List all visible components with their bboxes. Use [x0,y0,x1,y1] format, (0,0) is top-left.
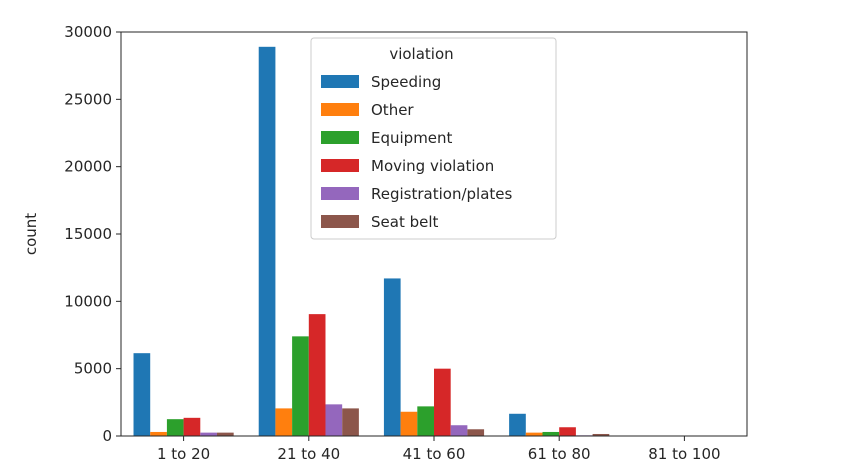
bar-seat-belt-2 [342,408,359,436]
x-tick-label: 81 to 100 [648,445,720,463]
bar-speeding-3 [383,278,401,436]
y-tick-label: 10000 [64,292,112,310]
x-tick-label: 41 to 60 [403,445,466,463]
legend-swatch [321,187,359,200]
legend-label: Other [371,101,414,119]
x-axis: 1 to 20 21 to 40 41 to 60 61 to 80 81 to 100 [157,436,721,463]
y-tick-label: 5000 [74,360,112,378]
legend-label: Registration/plates [371,185,512,203]
bar-registration-plates-2 [325,404,343,436]
legend-swatch [321,215,359,228]
bar-other-3 [400,411,418,436]
legend-title: violation [389,45,453,63]
y-tick-label: 30000 [64,23,112,41]
bar-moving-violation-2 [308,314,326,436]
bar-other-1 [150,431,167,436]
bar-speeding-4 [509,413,526,436]
bar-speeding-1 [133,353,151,436]
bar-registration-plates-3 [450,425,468,436]
bar-moving-violation-1 [183,417,201,436]
bar-equipment-2 [292,336,309,436]
bar-moving-violation-4 [559,427,576,436]
y-tick-label: 0 [102,427,112,445]
bars-layer [133,46,610,437]
y-tick-label: 20000 [64,158,112,176]
y-axis-label: count [22,213,40,255]
y-tick-label: 25000 [64,90,112,108]
x-tick-label: 61 to 80 [528,445,591,463]
legend-label: Equipment [371,129,453,147]
legend-label: Speeding [371,73,441,91]
bar-equipment-3 [417,406,434,436]
legend-swatch [321,159,359,172]
y-tick-label: 15000 [64,225,112,243]
legend: violation Speeding Other Equipment Moving vi… [310,37,557,240]
legend-box [310,37,557,240]
bar-moving-violation-3 [434,368,451,436]
bar-registration-plates-1 [200,432,217,436]
y-axis: 0 5000 10000 15000 20000 25000 30000 [64,23,121,445]
bar-speeding-2 [258,46,276,437]
bar-equipment-4 [542,431,560,436]
legend-label: Seat belt [371,213,439,231]
bar-equipment-1 [166,419,184,436]
bar-seat-belt-1 [216,432,234,436]
x-tick-label: 21 to 40 [277,445,340,463]
bar-other-2 [275,408,293,436]
legend-swatch [321,103,359,116]
x-tick-label: 1 to 20 [157,445,210,463]
legend-label: Moving violation [371,157,494,175]
legend-swatch [321,131,359,144]
bar-other-4 [525,432,543,436]
bar-seat-belt-4 [592,433,610,436]
bar-seat-belt-3 [467,429,485,436]
legend-swatch [321,75,359,88]
